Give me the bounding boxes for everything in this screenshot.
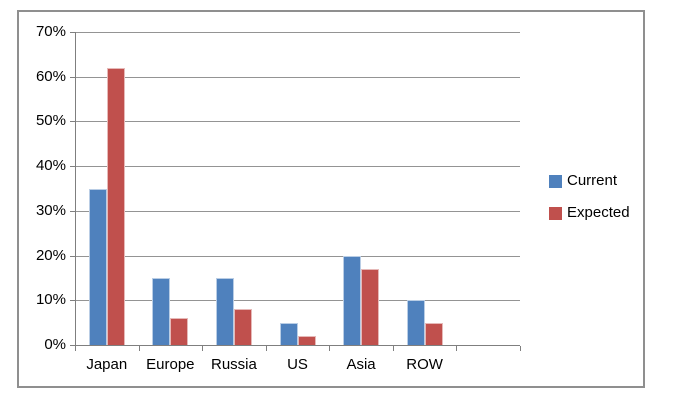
expected-bar-europe — [170, 318, 189, 345]
y-tick-label: 70% — [35, 23, 66, 40]
expected-series-swatch — [549, 206, 562, 220]
current-bar-japan — [88, 188, 107, 345]
y-tick-mark — [70, 76, 75, 78]
current-series-swatch — [549, 174, 562, 188]
x-tick-mark — [202, 346, 204, 351]
legend-label-current: Current — [567, 172, 618, 189]
legend-item-current: Current — [549, 172, 659, 190]
gridline — [75, 32, 520, 33]
expected-bar-russia — [233, 309, 252, 345]
x-category-label: Japan — [86, 356, 128, 373]
x-tick-mark — [75, 346, 76, 351]
expected-bar-asia — [361, 268, 380, 345]
x-tick-mark — [265, 346, 267, 351]
gridline — [75, 300, 520, 302]
gridline — [75, 76, 520, 78]
gridline — [75, 166, 520, 168]
y-tick-mark — [70, 121, 75, 123]
y-tick-mark — [70, 210, 75, 212]
y-axis-line — [75, 32, 76, 345]
current-bar-asia — [343, 255, 362, 345]
y-tick-mark — [70, 166, 75, 168]
y-tick-label: 0% — [44, 336, 66, 353]
y-tick-label: 60% — [35, 67, 66, 85]
current-bar-us — [279, 322, 298, 345]
x-tick-mark — [520, 346, 521, 351]
y-tick-label: 30% — [35, 201, 66, 219]
y-tick-label: 40% — [35, 157, 66, 175]
legend-item-expected: Expected — [549, 204, 659, 222]
x-category-label: Asia — [346, 356, 376, 373]
gridline — [75, 210, 520, 212]
current-bar-row — [406, 300, 425, 345]
y-tick-label: 10% — [35, 291, 66, 309]
x-category-label: US — [287, 356, 308, 373]
y-tick-mark — [70, 32, 75, 33]
y-tick-mark — [70, 345, 75, 346]
y-tick-label: 50% — [35, 112, 66, 130]
x-category-label: Russia — [210, 356, 257, 373]
x-tick-mark — [392, 346, 394, 351]
y-tick-mark — [70, 300, 75, 302]
legend-label-expected: Expected — [567, 204, 630, 221]
x-category-label: ROW — [406, 356, 443, 373]
x-tick-mark — [138, 346, 140, 351]
expected-bar-row — [424, 322, 443, 345]
y-tick-mark — [70, 255, 75, 257]
x-tick-mark — [329, 346, 331, 351]
y-tick-label: 20% — [35, 246, 66, 264]
x-category-label: Europe — [146, 356, 195, 373]
x-axis-line — [75, 345, 520, 346]
expected-bar-us — [297, 336, 316, 345]
gridline — [75, 121, 520, 123]
expected-bar-japan — [106, 67, 125, 345]
gridline — [75, 255, 520, 257]
current-bar-russia — [215, 277, 234, 345]
x-tick-mark — [456, 346, 458, 351]
current-bar-europe — [152, 277, 171, 345]
legend: Current Expected — [549, 172, 659, 236]
